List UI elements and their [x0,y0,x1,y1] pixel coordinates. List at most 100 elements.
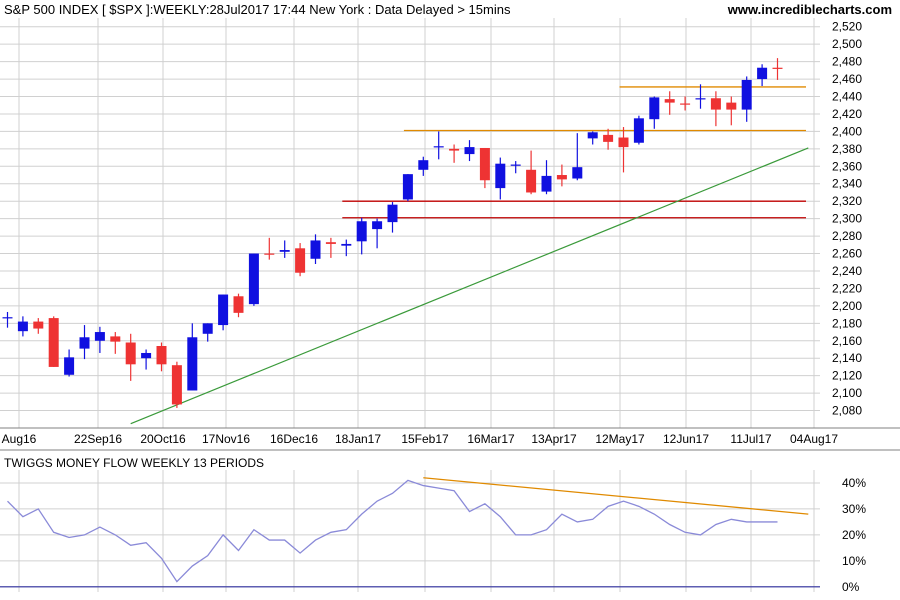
candle-body [680,103,691,105]
candle-body [264,253,275,255]
y-tick-label: 2,360 [832,159,862,173]
candle-body [156,346,167,365]
candle-body [356,221,367,242]
money-flow-line [7,479,778,583]
candle-body [510,164,521,166]
y-tick-label: 2,480 [832,55,862,69]
candle-body [772,67,783,69]
chart-title: S&P 500 INDEX [ $SPX ]:WEEKLY:28Jul2017 … [4,2,511,17]
candle-body [325,242,336,244]
x-tick-label: 15Feb17 [401,432,449,446]
y-tick-label: 2,180 [832,316,862,330]
candle-body [710,98,721,110]
x-tick-label: 12Jun17 [663,432,709,446]
y-tick-label: 2,200 [832,299,862,313]
candle-body [556,175,567,180]
x-tick-label: 11Jul17 [730,432,771,446]
candle-body [48,318,59,367]
y-tick-label: 2,080 [832,404,862,418]
y-tick-label: 2,260 [832,247,862,261]
x-tick-label: 16Mar17 [467,432,515,446]
indicator-trend-line [423,477,809,515]
y-tick-label: 2,460 [832,72,862,86]
x-tick-label: 20Oct16 [140,432,186,446]
candle-body [587,132,598,139]
candle-body [171,365,182,405]
y-tick-label: 2,420 [832,107,862,121]
candle-body [295,248,306,273]
candle-body [757,67,768,80]
candle-body [402,174,413,200]
x-tick-label: 22Sep16 [74,432,122,446]
candle-body [202,323,213,334]
candle-body [372,221,383,230]
candle-body [418,160,429,170]
candle-body [464,147,475,155]
y-tick-label: 2,160 [832,334,862,348]
candle-body [433,146,444,148]
candle-body [218,294,229,326]
indicator-title: TWIGGS MONEY FLOW WEEKLY 13 PERIODS [4,456,265,470]
y-tick-label: 2,100 [832,386,862,400]
indicator-y-tick-label: 20% [842,528,866,542]
indicator-y-tick-label: 0% [842,580,860,594]
candle-body [187,337,198,391]
candle-body [664,99,675,103]
candle-body [233,296,244,313]
candle-body [33,321,44,329]
candle-body [341,243,352,246]
candle-body [495,163,506,189]
candle-body [649,97,660,120]
x-tick-label: 04Aug17 [790,432,838,446]
y-tick-label: 2,240 [832,264,862,278]
trend-line [130,147,809,425]
candle-body [387,204,398,223]
x-tick-label: 13Apr17 [531,432,577,446]
candle-body [279,250,290,252]
y-tick-label: 2,320 [832,194,862,208]
y-tick-label: 2,120 [832,369,862,383]
x-tick-label: 18Jan17 [335,432,381,446]
candle-body [248,253,259,305]
indicator-y-tick-label: 10% [842,554,866,568]
candle-body [110,336,121,342]
x-tick-label: 17Nov16 [202,432,250,446]
candle-body [633,118,644,143]
candle-body [449,148,460,151]
candle-body [79,337,90,349]
y-tick-label: 2,500 [832,37,862,51]
y-tick-label: 2,380 [832,142,862,156]
candle-body [572,167,583,179]
candle-body [94,332,105,341]
y-tick-label: 2,280 [832,229,862,243]
candle-body [741,79,752,110]
candle-body [141,352,152,359]
candle-body [64,357,75,375]
y-tick-label: 2,400 [832,124,862,138]
y-tick-label: 2,140 [832,351,862,365]
candle-body [310,240,321,259]
candle-body [526,169,537,193]
x-tick-label: 12May17 [595,432,645,446]
y-tick-label: 2,300 [832,212,862,226]
candle-body [726,102,737,110]
candle-body [479,147,490,181]
candle-body [17,321,28,332]
y-tick-label: 2,520 [832,20,862,34]
candle-body [695,98,706,100]
candle-body [541,175,552,192]
y-tick-label: 2,220 [832,281,862,295]
indicator-y-tick-label: 40% [842,476,866,490]
y-tick-label: 2,440 [832,90,862,104]
candle-body [2,317,13,319]
candle-body [618,137,629,148]
indicator-y-tick-label: 30% [842,502,866,516]
site-url[interactable]: www.incrediblecharts.com [727,2,892,17]
candle-body [125,342,136,365]
candle-body [603,134,614,142]
x-tick-label: 16Dec16 [270,432,318,446]
x-tick-label: Aug16 [2,432,37,446]
y-tick-label: 2,340 [832,177,862,191]
